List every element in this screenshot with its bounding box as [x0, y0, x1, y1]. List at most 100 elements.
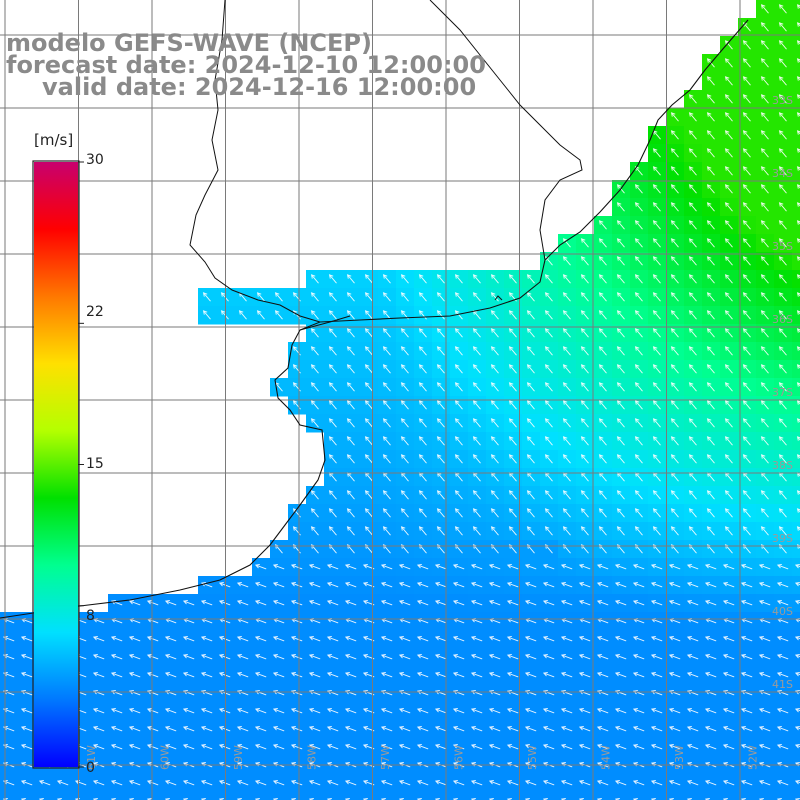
wind-arrow — [670, 238, 679, 248]
wind-arrow — [742, 40, 751, 50]
wind-arrow — [742, 76, 751, 86]
wind-arrow — [200, 744, 213, 750]
wind-arrow — [452, 744, 465, 750]
wind-arrow — [634, 256, 643, 266]
wind-arrow — [616, 400, 625, 410]
wind-arrow — [614, 780, 627, 786]
wind-arrow — [272, 744, 285, 750]
wind-arrow — [454, 328, 463, 338]
wind-arrow — [254, 636, 267, 642]
wind-arrow — [110, 726, 123, 732]
wind-arrow — [434, 600, 447, 606]
wind-arrow — [686, 564, 699, 570]
wind-arrow — [20, 672, 33, 678]
wind-arrow — [560, 744, 573, 750]
wind-arrow — [398, 708, 411, 714]
wind-arrow — [704, 726, 717, 732]
wind-arrow — [308, 744, 321, 750]
wind-arrow — [488, 600, 501, 606]
wind-arrow — [760, 94, 769, 104]
wind-arrow — [652, 256, 661, 266]
wind-arrow — [290, 744, 303, 750]
wind-arrow — [650, 582, 663, 588]
wind-arrow — [128, 708, 141, 714]
wind-arrow — [616, 274, 625, 284]
wind-arrow — [632, 564, 645, 570]
wind-arrow — [344, 672, 357, 678]
wind-arrow — [670, 202, 679, 212]
wind-arrow — [436, 454, 445, 464]
wind-arrow — [778, 76, 787, 86]
wind-arrow — [398, 744, 411, 750]
wind-arrow — [470, 582, 483, 588]
wind-arrow — [326, 708, 339, 714]
wind-arrow — [436, 490, 445, 500]
wind-arrow — [328, 382, 337, 392]
wind-arrow — [776, 672, 789, 678]
wind-arrow — [236, 654, 249, 660]
wind-arrow — [760, 292, 769, 302]
wind-arrow — [596, 744, 609, 750]
wind-arrow — [560, 654, 573, 660]
wind-arrow — [688, 130, 697, 140]
wind-arrow — [562, 274, 571, 284]
wind-arrow — [344, 726, 357, 732]
wind-arrow — [794, 672, 800, 677]
wind-arrow — [686, 636, 699, 642]
wind-arrow — [760, 364, 769, 374]
wind-arrow — [578, 600, 591, 606]
wind-arrow — [470, 780, 483, 786]
wind-arrow — [380, 708, 393, 714]
wind-arrow — [634, 418, 643, 428]
wind-arrow — [274, 292, 283, 302]
wind-arrow — [346, 310, 355, 320]
wind-arrow — [182, 708, 195, 714]
wind-arrow — [92, 654, 105, 660]
wind-cell — [720, 792, 739, 800]
wind-arrow — [164, 600, 177, 606]
wind-arrow — [472, 418, 481, 428]
wind-arrow — [254, 780, 267, 786]
wind-arrow — [256, 310, 265, 320]
wind-arrow — [508, 346, 517, 356]
wind-arrow — [308, 654, 321, 660]
wind-arrow — [760, 346, 769, 356]
wind-cell — [792, 558, 800, 577]
wind-arrow — [202, 292, 211, 302]
wind-arrow — [436, 346, 445, 356]
colorbar — [34, 162, 78, 767]
wind-arrow — [364, 382, 373, 392]
wind-arrow — [56, 780, 69, 786]
wind-arrow — [742, 418, 751, 428]
wind-arrow — [742, 490, 751, 500]
wind-arrow — [562, 292, 571, 302]
forecast-date: forecast date: 2024-12-10 12:00:00 — [6, 51, 486, 79]
wind-arrow — [596, 672, 609, 678]
wind-arrow — [634, 490, 643, 500]
wind-arrow — [596, 726, 609, 732]
wind-arrow — [632, 672, 645, 678]
wind-arrow — [506, 564, 519, 570]
wind-arrow — [760, 508, 769, 518]
wind-arrow — [742, 166, 751, 176]
wind-arrow — [742, 112, 751, 122]
wind-arrow — [472, 274, 481, 284]
wind-arrow — [542, 600, 555, 606]
wind-arrow — [632, 600, 645, 606]
wind-arrow — [364, 508, 373, 518]
wind-arrow — [688, 328, 697, 338]
wind-arrow — [92, 780, 105, 786]
wind-arrow — [722, 582, 735, 588]
wind-arrow — [434, 636, 447, 642]
wind-cell — [432, 792, 451, 800]
wind-arrow — [560, 564, 573, 570]
wind-arrow — [722, 780, 735, 786]
wind-arrow — [310, 490, 319, 500]
wind-arrow — [20, 780, 33, 786]
wind-arrow — [760, 400, 769, 410]
wind-arrow — [616, 220, 625, 230]
wind-arrow — [400, 274, 409, 284]
wind-arrow — [758, 654, 771, 660]
wind-arrow — [562, 256, 571, 266]
wind-arrow — [634, 238, 643, 248]
